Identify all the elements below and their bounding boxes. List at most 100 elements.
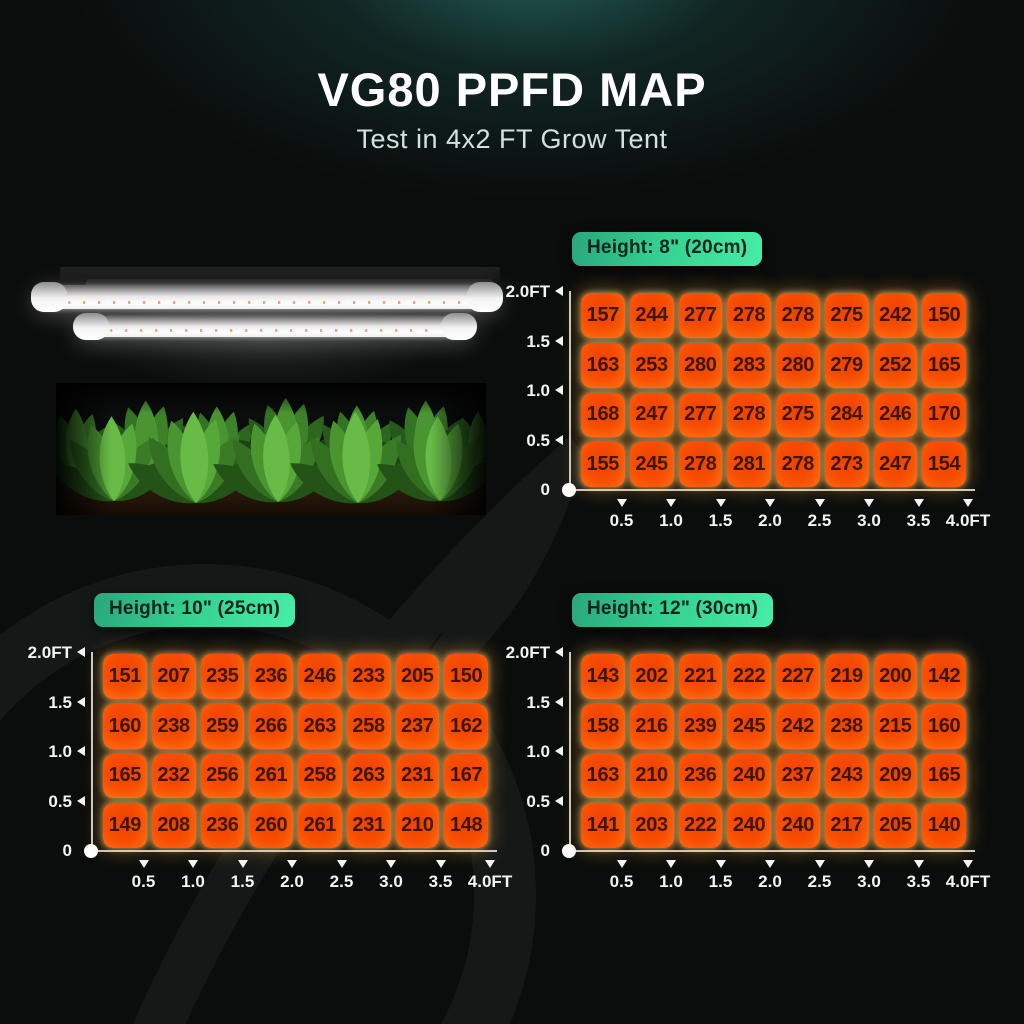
ppfd-cell: 237 <box>395 703 440 749</box>
ppfd-cell: 280 <box>678 342 723 388</box>
y-axis-label: 0 <box>62 841 72 860</box>
x-axis-tick-icon <box>715 499 726 507</box>
x-axis-label: 4.0FT <box>945 872 991 891</box>
ppfd-cell: 235 <box>200 654 245 699</box>
ppfd-cell: 261 <box>249 753 293 799</box>
y-axis-label: 1.0 <box>48 742 72 761</box>
x-axis-tick-icon <box>188 860 198 868</box>
grow-tent-photo <box>10 235 522 515</box>
ppfd-cell: 216 <box>629 703 674 749</box>
ppfd-cell: 140 <box>922 803 966 848</box>
x-axis-tick-icon <box>138 860 149 868</box>
ppfd-cell: 162 <box>444 703 488 749</box>
ppfd-cell: 236 <box>200 803 245 848</box>
ppfd-cell: 277 <box>678 293 723 338</box>
ppfd-cell: 165 <box>922 753 966 799</box>
ppfd-cell: 245 <box>629 442 674 487</box>
ppfd-cell: 157 <box>581 293 625 338</box>
ppfd-cell: 278 <box>727 392 771 438</box>
ppfd-cell: 221 <box>678 654 723 699</box>
page-subtitle: Test in 4x2 FT Grow Tent <box>356 124 668 154</box>
x-axis-tick-icon <box>666 860 676 868</box>
ppfd-cell: 266 <box>249 703 293 749</box>
ppfd-cell: 252 <box>873 342 918 388</box>
ppfd-cell: 168 <box>581 392 625 438</box>
y-axis-label: 1.5 <box>48 692 72 712</box>
x-axis: 0.5 1.0 1.5 2.0 2.5 3.0 3.5 4.0FT <box>572 850 990 902</box>
height-badge: Height: 10" (25cm) <box>94 593 295 627</box>
ppfd-cell: 155 <box>581 442 625 487</box>
ppfd-chart-10in: Height: 10" (25cm) 2.0FT 1.5 1.0 0.5 0 151 20… <box>28 593 512 891</box>
ppfd-cell: 236 <box>249 654 293 699</box>
ppfd-cell: 240 <box>727 803 771 848</box>
ppfd-cell: 243 <box>824 753 869 799</box>
x-axis-label: 1.5 <box>708 872 733 891</box>
origin-dot <box>562 844 576 858</box>
x-axis: 0.5 1.0 1.5 2.0 2.5 3.0 3.5 4.0FT <box>572 489 990 541</box>
height-badge: Height: 12" (30cm) <box>572 593 773 627</box>
y-axis: 2.0FT 1.5 1.0 0.5 0 <box>488 282 572 499</box>
ppfd-cell: 203 <box>629 803 674 848</box>
y-axis-tick-icon <box>77 795 85 806</box>
x-axis-label: 2.5 <box>807 511 832 530</box>
y-axis-tick-icon <box>555 696 563 707</box>
x-axis: 0.5 1.0 1.5 2.0 2.5 3.0 3.5 4.0FT <box>94 850 512 902</box>
y-axis-tick-icon <box>555 434 563 445</box>
ppfd-cell: 207 <box>151 654 196 699</box>
ppfd-cell: 142 <box>922 654 966 699</box>
ppfd-cell: 160 <box>922 703 966 749</box>
x-axis-tick-icon <box>765 860 775 868</box>
ppfd-cell: 143 <box>581 654 625 699</box>
ppfd-cell: 278 <box>678 442 723 487</box>
ppfd-cell: 219 <box>824 654 869 699</box>
x-axis-label: 3.5 <box>428 872 453 891</box>
ppfd-cell: 263 <box>298 703 342 749</box>
ppfd-chart-8in: Height: 8" (20cm) 2.0FT 1.5 1.0 0.5 0 157 244… <box>506 232 990 530</box>
x-axis-label: 3.0 <box>857 872 881 891</box>
y-axis-line <box>91 652 93 852</box>
ppfd-cell: 227 <box>776 654 820 699</box>
ppfd-cell: 284 <box>824 392 869 438</box>
ppfd-cell: 233 <box>346 654 391 699</box>
x-axis-tick-icon <box>435 860 446 868</box>
x-axis-tick-icon <box>287 860 297 868</box>
ppfd-cell: 281 <box>727 442 771 487</box>
x-axis-line <box>91 850 497 852</box>
ppfd-cell: 263 <box>346 753 391 799</box>
y-axis-label: 2.0FT <box>505 643 550 662</box>
y-axis-tick-icon <box>77 746 85 756</box>
ppfd-cell: 150 <box>922 293 966 338</box>
ppfd-cell: 232 <box>151 753 196 799</box>
x-axis-label: 1.0 <box>659 511 683 530</box>
ppfd-cell: 278 <box>727 293 771 338</box>
y-axis-label: 1.0 <box>526 381 550 400</box>
y-axis: 2.0FT 1.5 1.0 0.5 0 <box>10 643 94 860</box>
y-axis-tick-icon <box>555 385 563 395</box>
ppfd-cell: 205 <box>873 803 918 848</box>
ppfd-cell: 148 <box>444 803 488 848</box>
x-axis-tick-icon <box>913 860 924 868</box>
page-title: VG80 PPFD MAP <box>317 63 707 116</box>
ppfd-cell: 210 <box>629 753 674 799</box>
ppfd-cell: 231 <box>395 753 440 799</box>
ppfd-cell: 238 <box>151 703 196 749</box>
y-axis-tick-icon <box>555 335 563 346</box>
x-axis-tick-icon <box>913 499 924 507</box>
ppfd-cell: 273 <box>824 442 869 487</box>
ppfd-cell: 245 <box>727 703 771 749</box>
x-axis-tick-icon <box>336 860 347 868</box>
x-axis-tick-icon <box>485 860 495 868</box>
ppfd-cell: 237 <box>776 753 820 799</box>
led-strip <box>68 301 466 304</box>
x-axis-label: 0.5 <box>609 872 634 891</box>
ppfd-cell: 209 <box>873 753 918 799</box>
y-axis-line <box>569 291 571 491</box>
x-axis-tick-icon <box>963 860 973 868</box>
ppfd-cell: 256 <box>200 753 245 799</box>
ppfd-cell: 247 <box>629 392 674 438</box>
ppfd-cell: 217 <box>824 803 869 848</box>
x-axis-label: 2.0 <box>758 872 782 891</box>
ppfd-cell: 275 <box>824 293 869 338</box>
ppfd-cell: 141 <box>581 803 625 848</box>
ppfd-cell: 165 <box>103 753 147 799</box>
